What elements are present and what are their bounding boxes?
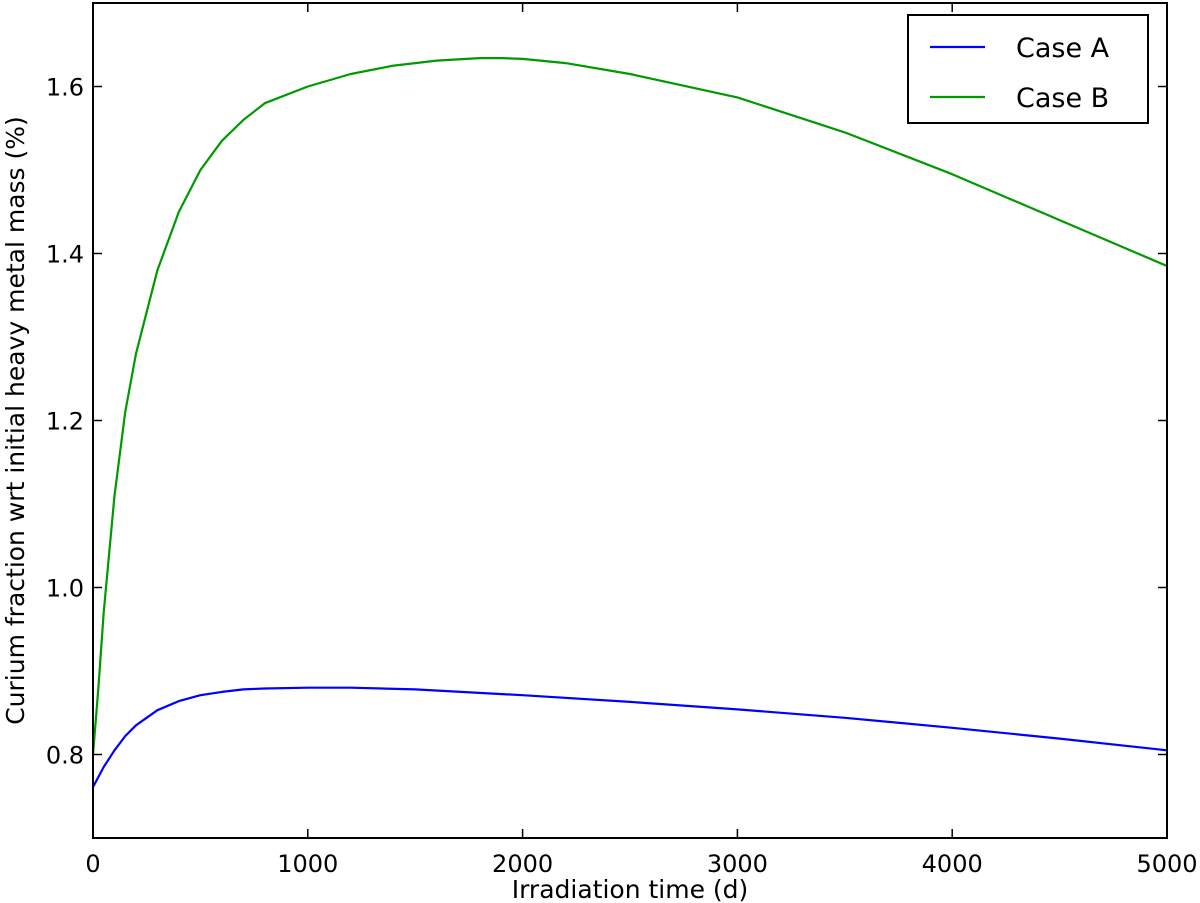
x-tick-label: 0 (85, 850, 100, 878)
series-line-2 (91, 56, 1168, 755)
series-line-1 (92, 686, 1168, 788)
x-tick-label: 1000 (277, 850, 338, 878)
y-tick-label: 1.4 (46, 241, 84, 269)
x-tick-label: 4000 (922, 850, 983, 878)
x-tick-label: 2000 (492, 850, 553, 878)
x-axis-ticks: 0 1000 2000 3000 4000 5000 (85, 3, 1198, 878)
y-tick-label: 0.8 (46, 742, 84, 770)
y-tick-label: 1.0 (46, 575, 84, 603)
y-tick-label: 1.2 (46, 408, 84, 436)
x-tick-label: 3000 (707, 850, 768, 878)
y-axis-ticks: 0.8 1.0 1.2 1.4 1.6 (46, 74, 1167, 770)
plot-frame (92, 2, 1168, 839)
legend: Case A Case B (907, 14, 1149, 124)
x-axis-label: Irradiation time (d) (512, 875, 749, 903)
legend-label-2: Case B (1016, 83, 1109, 114)
x-tick-label: 5000 (1136, 850, 1197, 878)
y-tick-label: 1.6 (46, 74, 84, 102)
legend-box (907, 14, 1149, 124)
y-axis-label: Curium fraction wrt initial heavy metal … (1, 116, 30, 725)
legend-label-1: Case A (1016, 33, 1110, 64)
